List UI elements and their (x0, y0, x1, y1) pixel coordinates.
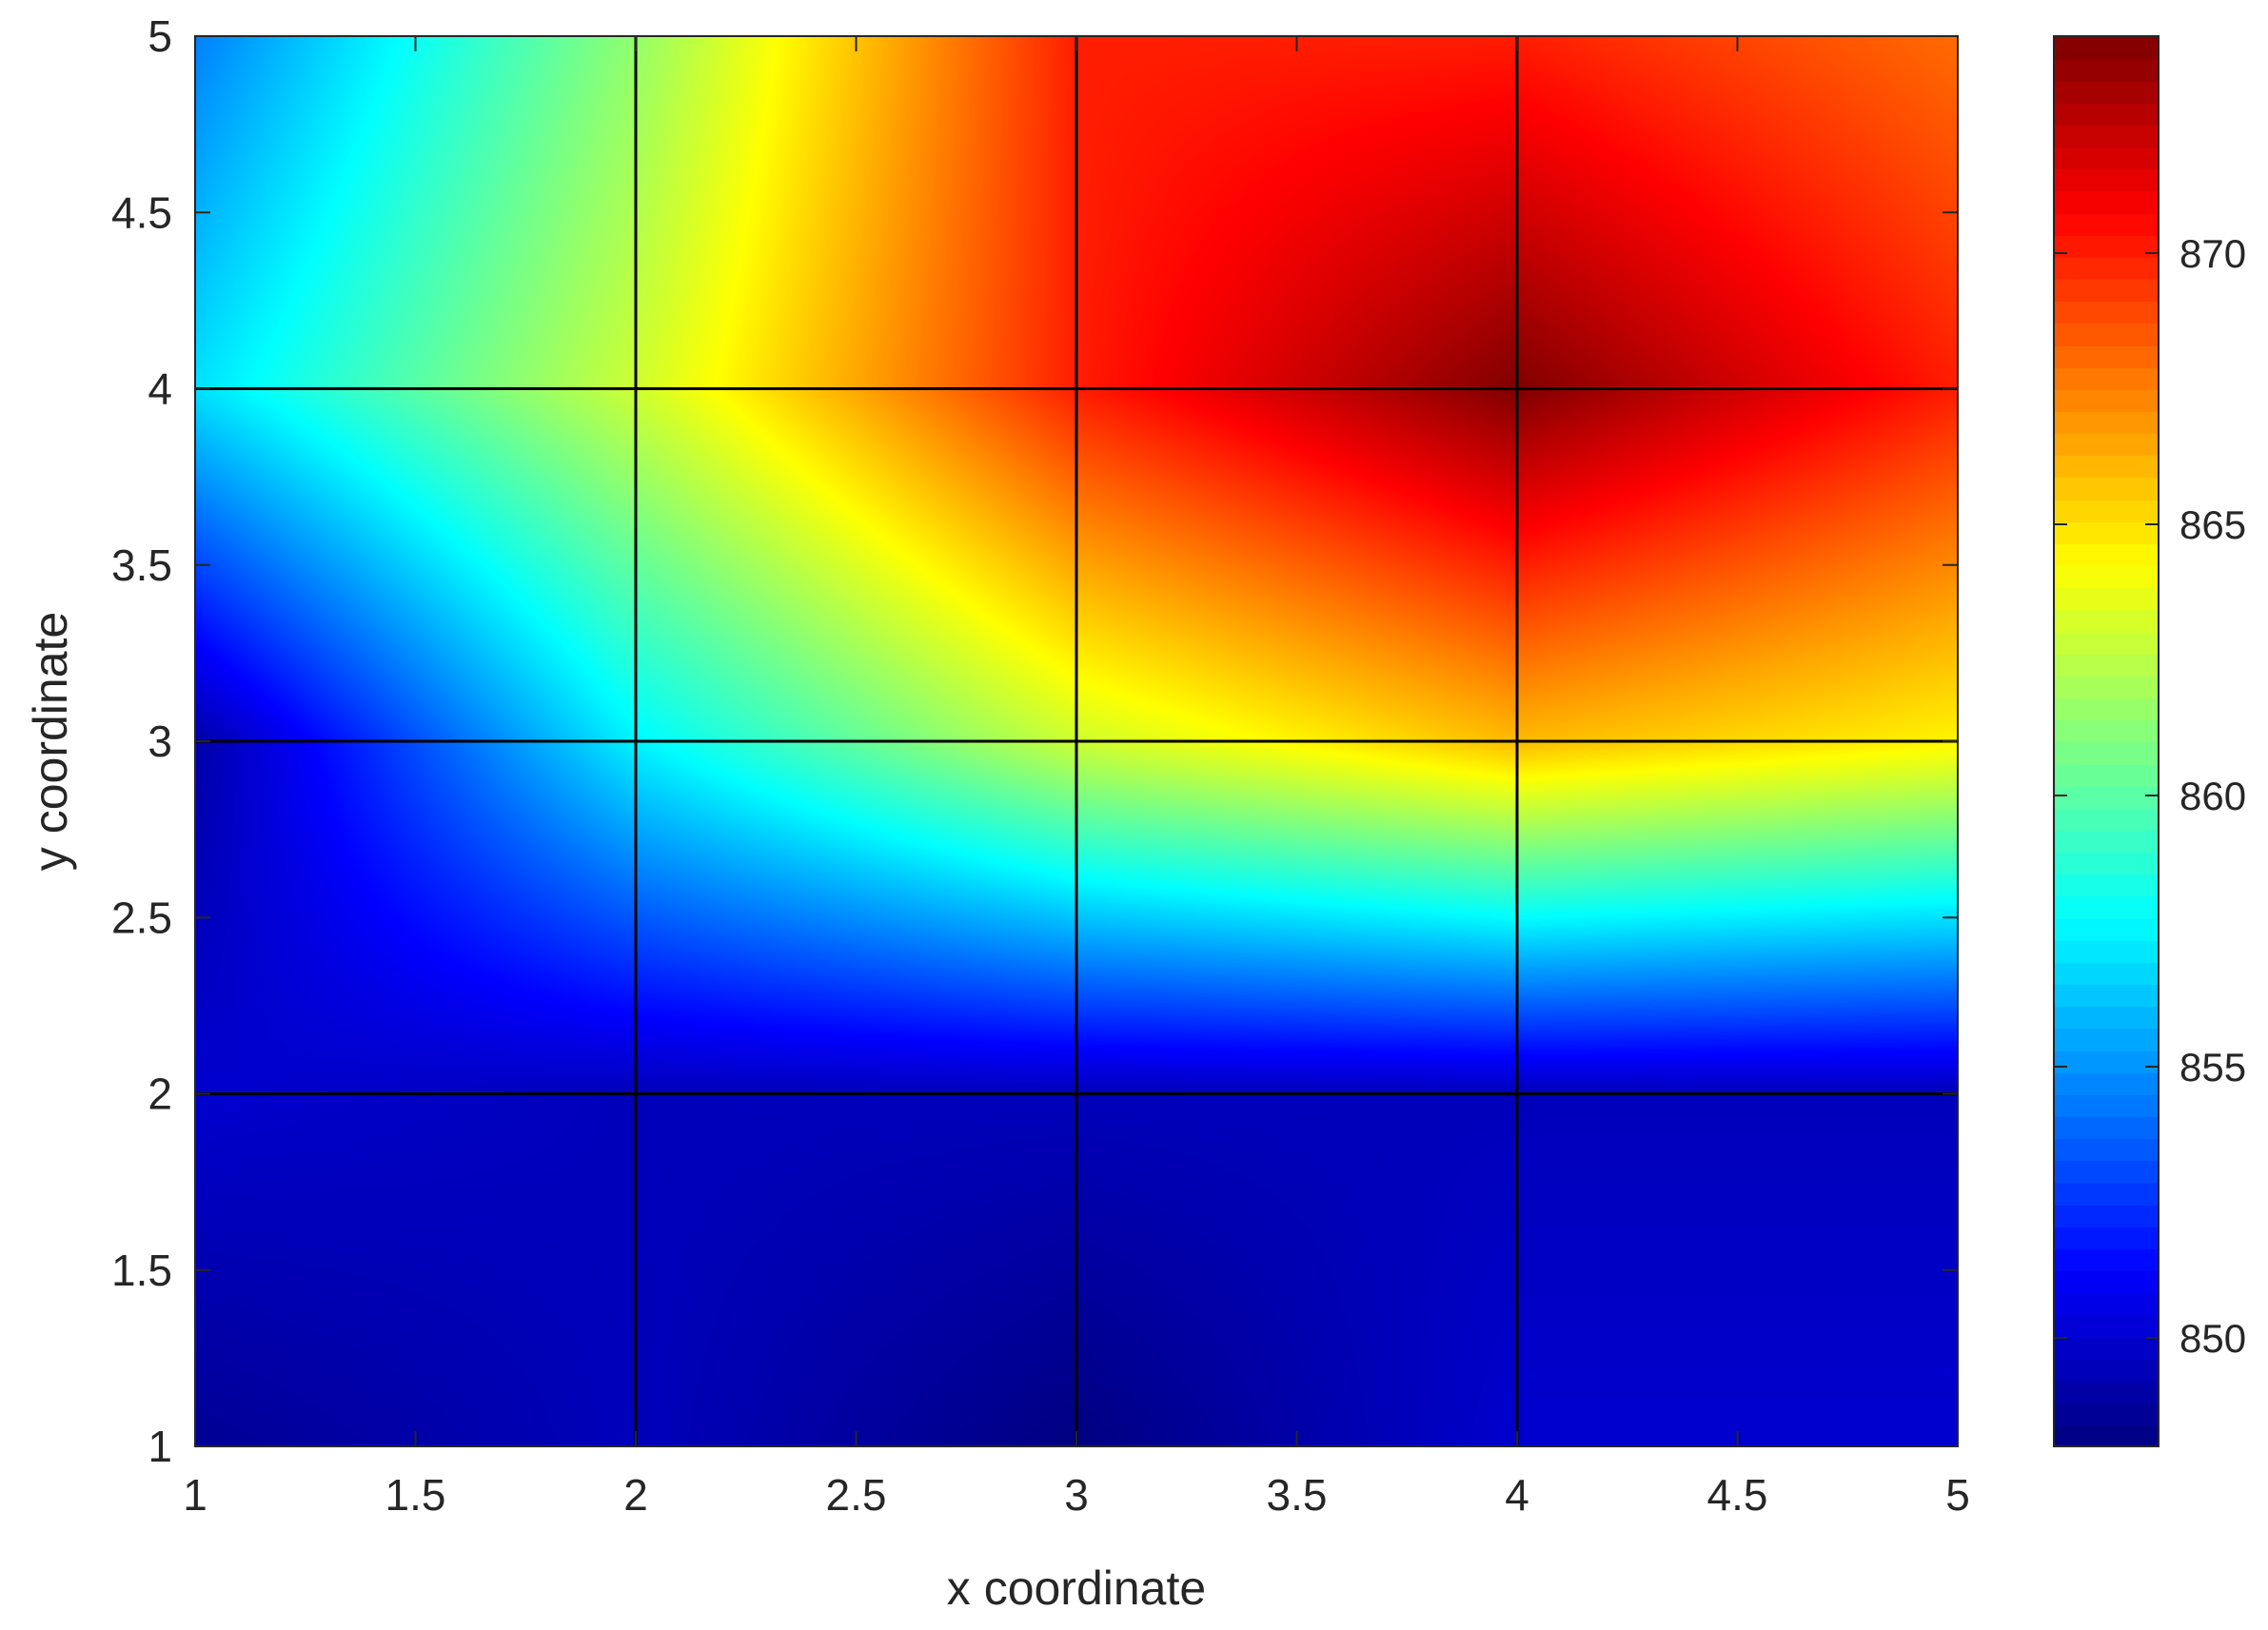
colorbar-tick-label: 865 (2179, 502, 2246, 547)
colorbar-tick-label: 870 (2179, 231, 2246, 276)
colorbar-frame (2053, 35, 2160, 1447)
y-tick-label: 1.5 (111, 1246, 172, 1295)
x-tick-label: 2.5 (826, 1470, 887, 1520)
x-tick-label: 3 (1064, 1470, 1089, 1520)
colorbar (2054, 36, 2159, 1446)
x-tick-label: 4 (1505, 1470, 1529, 1520)
grid-lines (194, 35, 1959, 1447)
y-axis-label: y coordinate (24, 612, 77, 871)
y-tick-label: 4 (148, 364, 172, 414)
x-tick-label: 1.5 (385, 1470, 446, 1520)
colorbar-tick-label: 850 (2179, 1316, 2246, 1361)
x-tick-label: 4.5 (1707, 1470, 1768, 1520)
y-tick-label: 1 (148, 1422, 172, 1471)
y-tick-label: 2.5 (111, 893, 172, 942)
y-tick-label: 3.5 (111, 540, 172, 590)
colorbar-ticks: 850 855 860 865 870 (2053, 35, 2246, 1447)
x-axis-label: x coordinate (947, 1561, 1206, 1615)
y-tick-label: 2 (148, 1070, 172, 1119)
colorbar-tick-label: 860 (2179, 774, 2246, 818)
x-tick-label: 1 (183, 1470, 207, 1520)
x-axis-ticks: 1 1.5 2 2.5 3 3.5 4 4.5 5 (183, 36, 1970, 1520)
x-tick-label: 2 (623, 1470, 648, 1520)
x-tick-label: 3.5 (1267, 1470, 1328, 1520)
y-tick-label: 5 (148, 11, 172, 61)
y-tick-label: 4.5 (111, 187, 172, 237)
colorbar-tick-label: 855 (2179, 1045, 2246, 1090)
x-tick-label: 5 (1945, 1470, 1970, 1520)
y-axis-ticks: 1 1.5 2 2.5 3 3.5 4 4.5 5 (111, 11, 1958, 1471)
y-tick-label: 3 (148, 717, 172, 766)
